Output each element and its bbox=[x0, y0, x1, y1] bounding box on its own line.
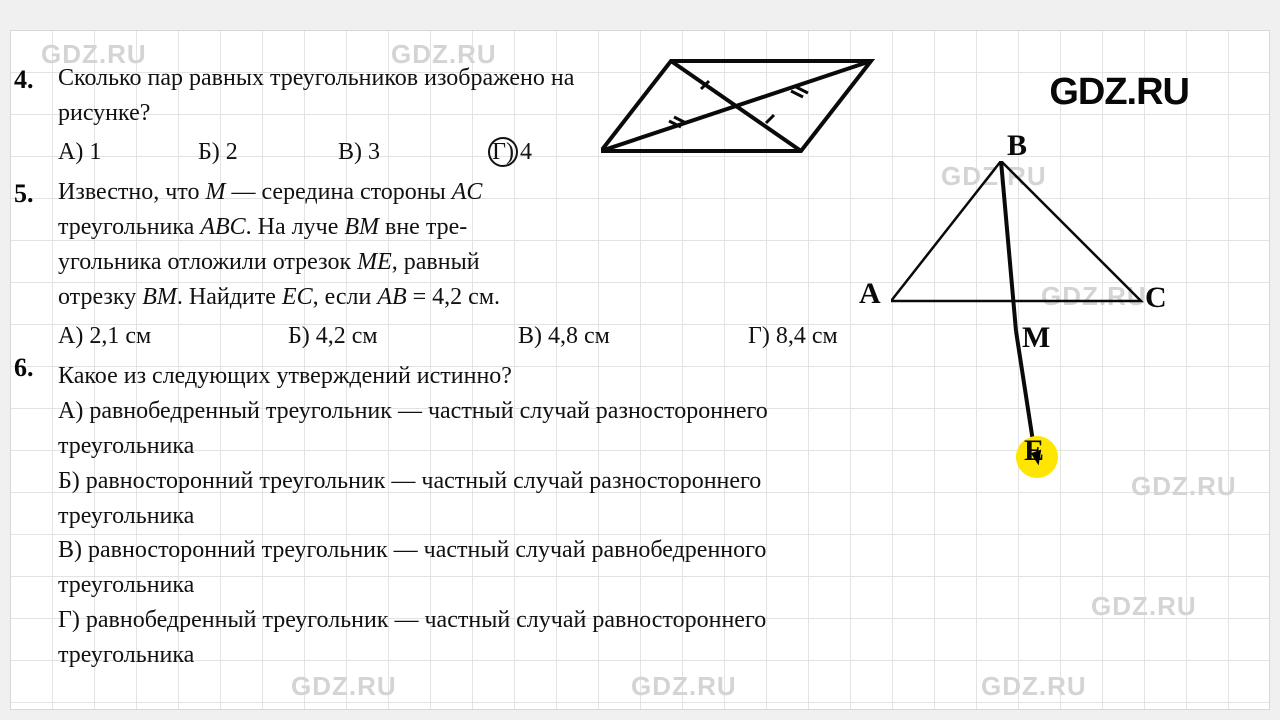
q6-opt-d: Г) равнобедренный треугольник — частный … bbox=[58, 607, 766, 668]
site-logo: GDZ.RU bbox=[1049, 71, 1189, 114]
q5-opt-c: В) 4,8 см bbox=[518, 319, 748, 354]
question-number-6: 6. bbox=[14, 349, 34, 387]
vertex-label-c: C bbox=[1145, 281, 1167, 315]
q4-opt-b: Б) 2 bbox=[198, 135, 338, 170]
q4-opt-c: В) 3 bbox=[338, 135, 488, 170]
q6-opt-b: Б) равносторонний треугольник — частный … bbox=[58, 468, 761, 529]
vertex-label-a: A bbox=[859, 277, 881, 311]
vertex-label-b: B bbox=[1007, 129, 1027, 163]
q4-opt-a: А) 1 bbox=[58, 135, 198, 170]
page: GDZ.RUGDZ.RUGDZ.RUGDZ.RUGDZ.RUGDZ.RUGDZ.… bbox=[10, 30, 1270, 710]
q4-opt-d-circle: Г) bbox=[488, 137, 518, 167]
q6-opt-a: А) равнобедренный треугольник — частный … bbox=[58, 398, 768, 459]
q5-opt-b: Б) 4,2 см bbox=[288, 319, 518, 354]
question-number-5: 5. bbox=[14, 175, 34, 213]
q4-text: Сколько пар равных треугольников изображ… bbox=[58, 65, 574, 126]
q6-prompt: Какое из следующих утверждений истинно? bbox=[58, 363, 512, 389]
question-4: Сколько пар равных треугольников изображ… bbox=[58, 61, 578, 169]
question-5: Известно, что M — середина стороны AC тр… bbox=[58, 175, 578, 353]
question-text-area: 4. Сколько пар равных треугольников изоб… bbox=[36, 61, 766, 673]
q4-opt-d: Г)4 bbox=[488, 135, 532, 170]
q6-opt-c: В) равносторонний треугольник — частный … bbox=[58, 537, 766, 598]
vertex-label-m: M bbox=[1022, 321, 1050, 355]
q5-opt-a: А) 2,1 см bbox=[58, 319, 288, 354]
question-number-4: 4. bbox=[14, 61, 34, 99]
question-6: Какое из следующих утверждений истинно? … bbox=[58, 359, 798, 672]
q5-opt-d: Г) 8,4 см bbox=[748, 319, 908, 354]
